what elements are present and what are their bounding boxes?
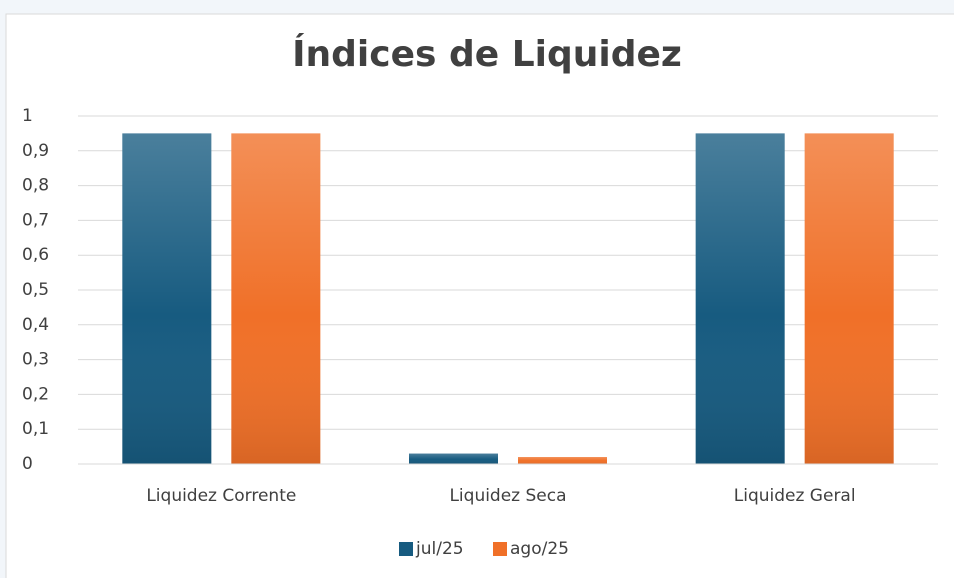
legend-label: jul/25 <box>415 539 464 559</box>
y-tick-label: 0,5 <box>22 280 49 300</box>
y-tick-label: 0,7 <box>22 210 49 230</box>
y-tick-label: 0,8 <box>22 176 49 196</box>
bar-sheen <box>695 133 785 464</box>
bar-sheen <box>122 133 212 464</box>
chart-title: Índices de Liquidez <box>292 33 682 75</box>
y-tick-label: 0,9 <box>22 141 49 161</box>
legend-swatch <box>493 542 507 556</box>
y-tick-label: 0,4 <box>22 315 49 335</box>
y-tick-label: 0,6 <box>22 245 49 265</box>
bar-sheen <box>231 133 321 464</box>
x-tick-label: Liquidez Corrente <box>146 486 296 506</box>
y-tick-label: 1 <box>22 106 33 126</box>
bar-sheen <box>804 133 894 464</box>
y-tick-label: 0,3 <box>22 350 49 370</box>
legend-swatch <box>399 542 413 556</box>
y-tick-label: 0 <box>22 454 33 474</box>
y-tick-label: 0,2 <box>22 384 49 404</box>
x-tick-label: Liquidez Geral <box>734 486 856 506</box>
x-tick-label: Liquidez Seca <box>449 486 566 506</box>
bar-sheen <box>409 453 498 464</box>
bar-sheen <box>518 457 607 464</box>
legend-label: ago/25 <box>510 539 569 559</box>
y-tick-label: 0,1 <box>22 419 49 439</box>
